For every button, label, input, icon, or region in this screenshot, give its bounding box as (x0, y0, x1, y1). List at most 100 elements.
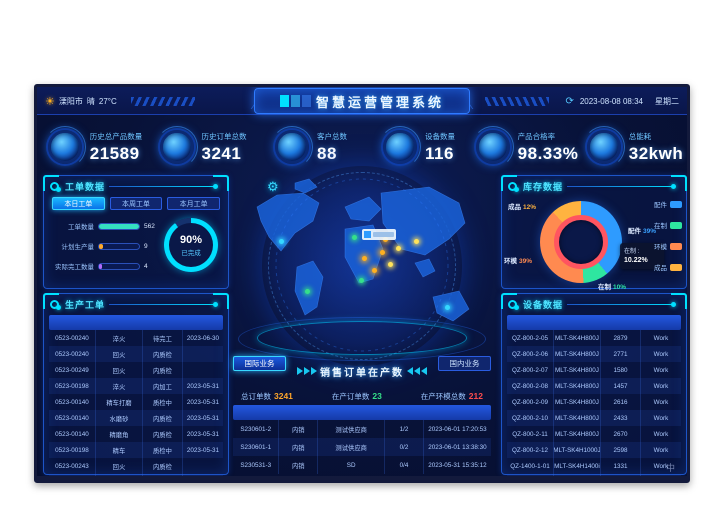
kpi-card: 客户总数 88 (257, 123, 365, 171)
map-point (380, 250, 386, 256)
table-row: 0523-00140 精车打磨 质检中 2023-05-31 (49, 394, 223, 410)
map-point (444, 304, 450, 310)
kpi-value: 88 (317, 143, 337, 163)
bar-track (98, 242, 140, 250)
donut-callout-wip: 在制 10% (598, 284, 627, 291)
platform-ring-outer (238, 317, 486, 361)
devices-table-body: QZ-800-2-05 MLT-SK4H800J 2879 Work QZ-80… (507, 330, 681, 476)
datetime-widget: ⟳ 2023-08-08 08:34 星期二 (485, 87, 679, 115)
work-order-bar: 计划生产量 9 (50, 241, 160, 251)
table-row: QZ-800-2-12 MLT-SK4H1000J 2598 Work (507, 442, 681, 458)
legend-swatch (670, 263, 682, 271)
weekday-label: 星期二 (655, 96, 679, 106)
work-order-bar: 工单数量 562 (50, 221, 160, 231)
completion-gauge-ring: 90% 已完成 (164, 218, 218, 272)
work-order-bars: 工单数量 562 计划生产量 9 实际完工数量 (50, 218, 160, 272)
legend-item: 环模 (654, 241, 682, 251)
production-panel-title: 生产工单 (65, 300, 106, 310)
table-row: QZ-800-2-05 MLT-SK4H800J 2879 Work (507, 330, 681, 346)
world-map-continents (256, 178, 470, 352)
gauge-label: 已完成 (181, 249, 201, 257)
work-order-tabs: 本日工单 本周工单 本月工单 (44, 195, 228, 212)
bar-track (98, 222, 140, 230)
table-row: 0523-00243 回火 内质检 (49, 458, 223, 474)
arrows-right-icon (297, 367, 317, 375)
table-row: QZ-800-2-06 MLT-SK4H800J 2771 Work (507, 346, 681, 362)
kpi-ring-icon (471, 126, 514, 168)
dashboard: ☀ 溧阳市 晴 27°C 智慧运营管理系统 ⟳ 2023-08-08 08:34… (34, 84, 690, 483)
bar-track (98, 262, 140, 270)
weather-widget: ☀ 溧阳市 晴 27°C (45, 87, 195, 115)
legend-item: 成品 (654, 262, 682, 272)
table-row: 0523-00198 精车 质检中 2023-05-31 (49, 442, 223, 458)
table-row: QZ-800-2-07 MLT-SK4H800J 1580 Work (507, 362, 681, 378)
header-bar: ☀ 溧阳市 晴 27°C 智慧运营管理系统 ⟳ 2023-08-08 08:34… (37, 87, 687, 115)
kpi-ring-icon (379, 126, 421, 168)
table-row: 0523-00140 精磨角 内质检 2023-05-31 (49, 426, 223, 442)
table-row: QZ-800-2-08 MLT-SK4H800J 1457 Work (507, 378, 681, 394)
work-order-tab[interactable]: 本月工单 (167, 197, 221, 210)
work-order-tab[interactable]: 本周工单 (109, 197, 163, 210)
production-table: 0523-00240 淬火 待完工 2023-06-30 0523-00240 … (49, 315, 223, 476)
stat-label: 在产订单数 (331, 391, 370, 401)
inventory-donut (540, 201, 622, 283)
bar-value: 562 (144, 222, 155, 230)
bar-value: 4 (144, 262, 148, 270)
kpi-value: 98.33% (517, 143, 579, 163)
work-order-tab[interactable]: 本日工单 (52, 197, 105, 210)
sales-stats-row: 总订单数 3241 在产订单数 23 在产环模总数 212 (233, 389, 491, 403)
inventory-panel-title: 库存数据 (523, 182, 564, 192)
kpi-label: 产品合格率 (517, 131, 556, 141)
panel-rings-icon (50, 299, 61, 310)
map-point (279, 238, 285, 244)
sales-stat: 在产订单数 23 (332, 389, 382, 403)
kpi-label: 历史总产品数量 (89, 131, 143, 141)
map-point (395, 246, 401, 252)
kpi-ring-icon (43, 126, 86, 168)
donut-tooltip: 在制 : 10.22% (620, 243, 664, 269)
bar-label: 实际完工数量 (55, 264, 94, 271)
domestic-business-button[interactable]: 国内业务 (438, 355, 491, 371)
kpi-card: 历史总产品数量 21589 (41, 123, 149, 171)
intl-business-button[interactable]: 国际业务 (233, 355, 286, 371)
work-order-panel: 工单数据 本日工单 本周工单 本月工单 工单数量 562 (43, 175, 229, 289)
map-point (305, 289, 311, 295)
table-row: 0523-00198 淬火 内加工 2023-05-31 (49, 378, 223, 394)
table-row: 0523-00140 水磨砂 内质检 2023-05-31 (49, 410, 223, 426)
kpi-value: 21589 (89, 143, 140, 163)
bar-label: 工单数量 (68, 224, 94, 231)
gear-icon: ⚙ (267, 179, 279, 194)
kpi-value: 32kwh (628, 143, 684, 163)
table-row: S230531-3 内销 SD 0/4 2023-05-31 15:35:12 (233, 456, 491, 474)
bar-value: 9 (144, 242, 148, 250)
stat-value: 23 (372, 391, 382, 401)
sales-table-body: S230601-2 内销 测试供应商 1/2 2023-06-01 17:20:… (233, 420, 491, 474)
clock-icon: ⟳ (565, 95, 574, 107)
datetime-label: 2023-08-08 08:34 (579, 96, 643, 106)
devices-table: QZ-800-2-05 MLT-SK4H800J 2879 Work QZ-80… (507, 315, 681, 476)
title-line (109, 184, 218, 189)
map-point (359, 277, 365, 283)
title-squares-icon (279, 95, 311, 107)
sales-table: S230601-2 内销 测试供应商 1/2 2023-06-01 17:20:… (233, 405, 491, 475)
map-tooltip (362, 229, 396, 241)
legend-label: 在制 (654, 223, 667, 230)
legend-swatch (670, 242, 682, 250)
sales-section-title: 销售订单在产数 (320, 367, 404, 379)
arrows-left-icon (407, 367, 427, 375)
kpi-value: 3241 (201, 143, 242, 163)
table-row: QZ-1400-1-02 MLT-SK4H1400i 2000 Work (507, 474, 681, 476)
stat-value: 212 (468, 391, 483, 401)
table-row: 0523-00249 回火 内质检 (49, 362, 223, 378)
weather-label: 晴 (86, 96, 95, 106)
production-table-body: 0523-00240 淬火 待完工 2023-06-30 0523-00240 … (49, 330, 223, 476)
sales-stat: 总订单数 3241 (241, 389, 293, 403)
legend-label: 成品 (654, 265, 667, 272)
table-row: QZ-800-2-09 MLT-SK4H800J 2616 Work (507, 394, 681, 410)
map-point (387, 262, 393, 267)
panel-rings-icon (508, 181, 519, 192)
app-title-bar: 智慧运营管理系统 (254, 88, 470, 114)
temperature-label: 27°C (98, 96, 117, 106)
kpi-value: 116 (425, 143, 454, 163)
